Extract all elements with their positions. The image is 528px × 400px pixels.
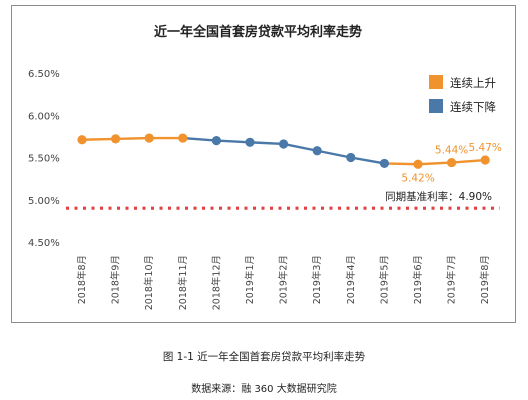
- y-tick-label: 5.50%: [28, 154, 60, 165]
- data-point: [111, 134, 121, 144]
- series-segment: [216, 139, 251, 144]
- data-point: [211, 136, 221, 146]
- data-point: [245, 137, 255, 147]
- legend-label: 连续下降: [450, 100, 496, 114]
- series-segment: [283, 142, 318, 152]
- legend-swatch: [429, 99, 443, 113]
- x-tick-label: 2019年7月: [446, 255, 458, 304]
- data-label: 5.47%: [469, 142, 502, 154]
- series-segment: [350, 156, 385, 165]
- data-point: [279, 139, 289, 149]
- x-tick-label: 2019年1月: [244, 255, 256, 304]
- x-tick-label: 2019年3月: [311, 255, 323, 304]
- x-tick-label: 2019年8月: [479, 255, 491, 304]
- chart-frame: [11, 5, 516, 323]
- chart-title: 近一年全国首套房贷款平均利率走势: [154, 24, 362, 40]
- data-point: [480, 155, 490, 165]
- data-label: 5.44%: [435, 145, 468, 157]
- data-point: [178, 133, 188, 143]
- series-segment: [115, 136, 150, 141]
- legend-label: 连续上升: [450, 76, 496, 90]
- data-point: [77, 135, 87, 145]
- y-tick-label: 6.50%: [28, 69, 60, 80]
- data-point: [144, 133, 154, 143]
- x-tick-label: 2018年12月: [210, 255, 222, 310]
- x-tick-label: 2018年8月: [76, 255, 88, 304]
- x-tick-label: 2019年2月: [278, 255, 290, 304]
- data-point: [447, 157, 457, 168]
- x-tick-label: 2019年4月: [345, 255, 357, 304]
- series-segment: [316, 149, 352, 159]
- series-segment: [384, 162, 419, 166]
- x-tick-label: 2019年6月: [412, 255, 424, 304]
- x-tick-label: 2018年11月: [177, 255, 189, 310]
- series-segment: [81, 137, 116, 141]
- series-segment: [451, 158, 486, 164]
- y-tick-label: 4.50%: [28, 238, 60, 249]
- legend-swatch: [429, 75, 443, 89]
- y-tick-label: 5.00%: [28, 196, 60, 207]
- y-tick-label: 6.00%: [28, 111, 60, 122]
- data-point: [346, 152, 356, 163]
- series-segment: [182, 136, 217, 142]
- figure-caption: 图 1-1 近一年全国首套房贷款平均利率走势: [162, 351, 366, 363]
- data-point: [379, 158, 389, 169]
- source-caption: 数据来源：融 360 大数据研究院: [191, 384, 337, 395]
- series-segment: [417, 161, 452, 166]
- series-segment: [249, 141, 284, 146]
- x-tick-label: 2018年9月: [110, 255, 122, 304]
- x-tick-label: 2018年10月: [143, 255, 155, 310]
- x-tick-label: 2019年5月: [378, 255, 390, 304]
- data-point: [413, 159, 423, 169]
- baseline-label: 同期基准利率：4.90%: [385, 190, 492, 203]
- data-label: 5.42%: [401, 172, 434, 184]
- data-point: [312, 146, 322, 156]
